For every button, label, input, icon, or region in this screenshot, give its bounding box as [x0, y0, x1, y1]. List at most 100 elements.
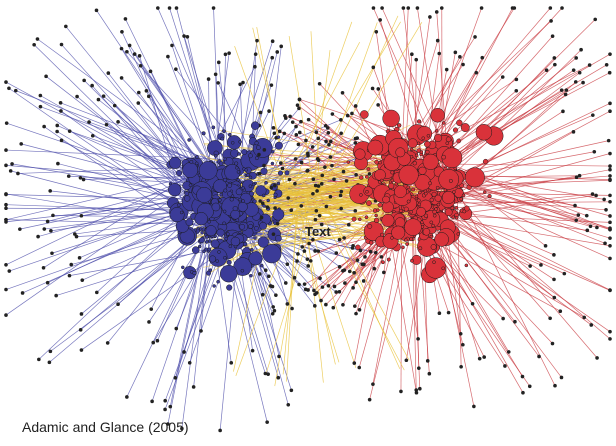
peripheral-node	[10, 162, 14, 166]
peripheral-node	[36, 234, 40, 239]
peripheral-node	[272, 183, 277, 188]
core-node	[256, 145, 261, 150]
core-node	[429, 234, 434, 239]
peripheral-node	[106, 71, 111, 75]
peripheral-node	[270, 311, 275, 316]
peripheral-node	[358, 248, 363, 253]
peripheral-node	[79, 312, 84, 316]
edge	[33, 44, 211, 218]
peripheral-node	[90, 83, 94, 88]
peripheral-node	[437, 311, 442, 316]
peripheral-node	[282, 131, 287, 136]
peripheral-node	[116, 302, 120, 307]
core-node	[249, 273, 253, 278]
peripheral-node	[310, 145, 315, 149]
edge	[5, 169, 220, 221]
peripheral-node	[414, 388, 419, 392]
peripheral-node	[271, 126, 276, 130]
peripheral-node	[608, 177, 612, 182]
edge	[37, 38, 239, 187]
core-node	[475, 124, 493, 141]
peripheral-node	[339, 118, 343, 122]
peripheral-node	[253, 64, 257, 69]
core-node	[360, 110, 369, 119]
core-node	[223, 157, 227, 161]
core-node	[189, 159, 194, 164]
peripheral-node	[67, 273, 72, 278]
core-node	[386, 257, 391, 262]
core-node	[250, 121, 260, 130]
core-node	[409, 210, 413, 214]
core-node	[217, 250, 221, 254]
core-node	[366, 167, 371, 171]
core-node	[382, 195, 390, 204]
core-node	[254, 156, 259, 161]
peripheral-node	[151, 340, 156, 345]
peripheral-node	[376, 103, 380, 107]
peripheral-node	[199, 329, 203, 333]
core-node	[418, 190, 422, 195]
peripheral-node	[119, 46, 124, 51]
core-node	[359, 193, 363, 197]
peripheral-node	[296, 252, 300, 256]
peripheral-node	[79, 348, 84, 352]
peripheral-node	[353, 209, 358, 213]
peripheral-node	[168, 404, 173, 409]
core-node	[416, 119, 422, 124]
peripheral-node	[302, 249, 307, 253]
peripheral-node	[166, 422, 170, 426]
peripheral-node	[346, 222, 351, 227]
peripheral-node	[297, 106, 301, 111]
core-node	[441, 266, 445, 271]
cross-edge	[313, 49, 331, 190]
peripheral-node	[148, 69, 153, 74]
core-node	[270, 149, 275, 154]
peripheral-node	[313, 304, 317, 308]
peripheral-node	[548, 316, 552, 321]
core-node	[445, 136, 452, 143]
core-node	[227, 191, 233, 197]
peripheral-node	[500, 75, 505, 79]
peripheral-node	[435, 38, 440, 43]
core-node	[241, 186, 245, 190]
peripheral-node	[58, 101, 63, 105]
peripheral-node	[591, 113, 595, 117]
peripheral-node	[316, 249, 321, 253]
peripheral-node	[138, 63, 143, 68]
peripheral-node	[77, 256, 82, 260]
nodes	[4, 6, 612, 433]
peripheral-node	[480, 55, 485, 60]
core-node	[266, 198, 270, 203]
core-node	[220, 264, 238, 283]
peripheral-node	[576, 213, 581, 217]
edge	[437, 175, 611, 230]
peripheral-node	[290, 120, 295, 124]
peripheral-node	[227, 51, 231, 55]
peripheral-node	[294, 124, 298, 129]
edge	[140, 65, 221, 181]
core-node	[238, 197, 243, 202]
peripheral-node	[266, 274, 271, 279]
peripheral-node	[275, 50, 280, 54]
peripheral-node	[305, 169, 310, 173]
peripheral-node	[353, 304, 357, 308]
peripheral-node	[350, 111, 354, 116]
core-node	[197, 244, 202, 249]
core-node	[398, 209, 403, 213]
peripheral-node	[4, 121, 9, 125]
peripheral-node	[4, 80, 8, 84]
cross-edge	[289, 41, 361, 173]
core-node	[424, 140, 431, 148]
peripheral-node	[95, 290, 99, 295]
peripheral-node	[548, 6, 553, 10]
core-node	[422, 153, 439, 170]
core-node	[381, 201, 394, 214]
edge	[181, 232, 208, 429]
core-node	[248, 184, 253, 188]
edge	[175, 68, 253, 166]
peripheral-node	[382, 270, 386, 275]
peripheral-node	[574, 56, 578, 60]
peripheral-node	[270, 39, 275, 44]
core-node	[204, 240, 209, 244]
peripheral-node	[299, 160, 304, 165]
